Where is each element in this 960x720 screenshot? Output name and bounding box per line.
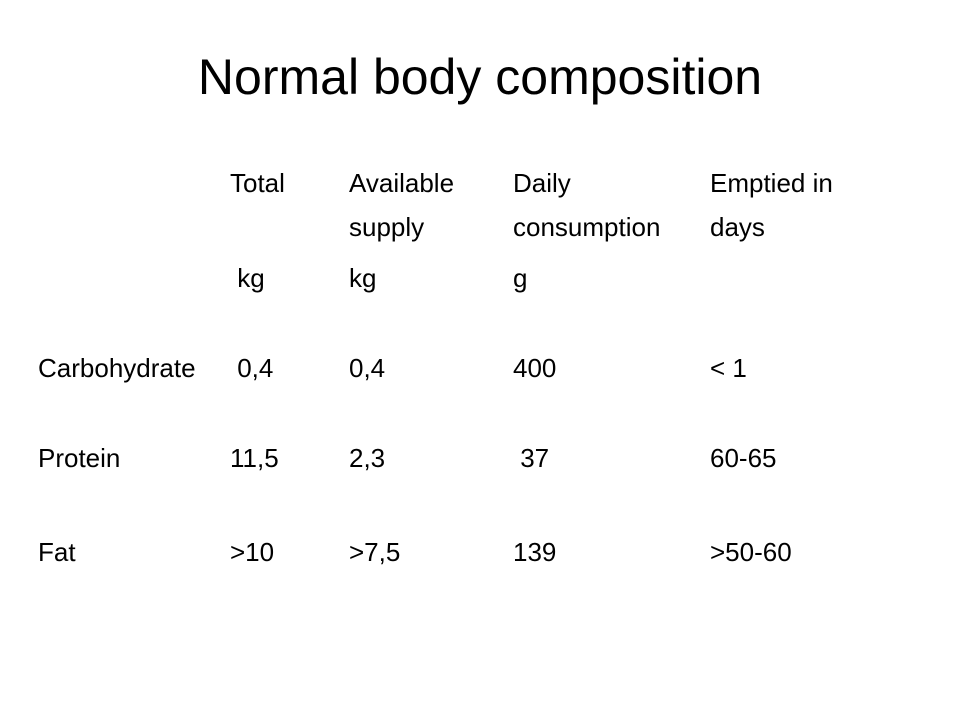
- row-label-fat: Fat: [38, 537, 76, 567]
- header-supply: supply: [349, 212, 425, 242]
- protein-daily: 37: [513, 443, 550, 473]
- fat-total: >10: [230, 537, 275, 567]
- slide-title: Normal body composition: [197, 49, 763, 105]
- protein-available: 2,3: [349, 443, 386, 473]
- protein-emptied: 60-65: [710, 443, 777, 473]
- protein-total: 11,5: [230, 443, 279, 473]
- header-days: days: [710, 212, 765, 242]
- header-emptied-in: Emptied in: [710, 168, 833, 198]
- fat-daily: 139: [513, 537, 557, 567]
- carbohydrate-available: 0,4: [349, 353, 386, 383]
- carbohydrate-emptied: < 1: [710, 353, 747, 383]
- unit-available-kg: kg: [349, 263, 377, 293]
- unit-daily-g: g: [513, 263, 528, 293]
- fat-available: >7,5: [349, 537, 401, 567]
- header-available: Available: [349, 168, 455, 198]
- unit-total-kg: kg: [230, 263, 265, 293]
- fat-emptied: >50-60: [710, 537, 792, 567]
- carbohydrate-total: 0,4: [230, 353, 274, 383]
- header-total: Total: [230, 168, 285, 198]
- row-label-carbohydrate: Carbohydrate: [38, 353, 196, 383]
- carbohydrate-daily: 400: [513, 353, 557, 383]
- header-consumption: consumption: [513, 212, 661, 242]
- row-label-protein: Protein: [38, 443, 121, 473]
- header-daily: Daily: [513, 168, 571, 198]
